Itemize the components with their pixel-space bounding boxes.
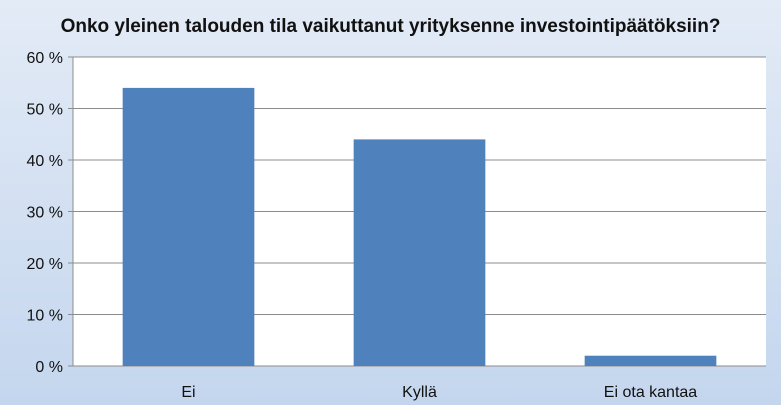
bar: [353, 139, 486, 366]
x-tick-label: Ei ota kantaa: [604, 384, 698, 401]
y-tick-label: 50 %: [27, 102, 63, 119]
x-tick-label: Kyllä: [402, 384, 437, 401]
bar: [122, 87, 255, 367]
y-tick-label: 20 %: [27, 256, 63, 273]
chart-title: Onko yleinen talouden tila vaikuttanut y…: [60, 16, 721, 37]
x-tick-label: Ei: [181, 384, 195, 401]
y-tick-label: 60 %: [27, 50, 63, 67]
bar: [584, 355, 717, 366]
y-tick-label: 30 %: [27, 205, 63, 222]
y-tick-label: 40 %: [27, 153, 63, 170]
y-tick-label: 0 %: [35, 359, 63, 376]
y-tick-label: 10 %: [27, 308, 63, 325]
